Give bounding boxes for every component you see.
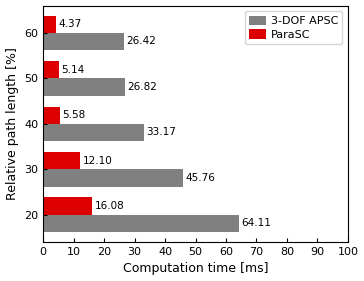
X-axis label: Computation time [ms]: Computation time [ms] [123, 262, 268, 275]
Text: 45.76: 45.76 [185, 173, 215, 183]
Bar [43, 124, 144, 141]
Bar [43, 169, 183, 187]
Bar [43, 33, 124, 50]
Text: 5.14: 5.14 [61, 65, 84, 75]
Bar [43, 215, 238, 232]
Text: 64.11: 64.11 [241, 218, 271, 228]
Text: 26.42: 26.42 [126, 37, 156, 46]
Legend: 3-DOF APSC, ParaSC: 3-DOF APSC, ParaSC [245, 11, 343, 44]
Text: 12.10: 12.10 [82, 156, 112, 166]
Bar [43, 15, 56, 33]
Bar [43, 61, 59, 78]
Text: 33.17: 33.17 [147, 127, 177, 137]
Y-axis label: Relative path length [%]: Relative path length [%] [5, 47, 19, 200]
Bar [43, 152, 80, 169]
Text: 5.58: 5.58 [63, 110, 86, 120]
Bar [43, 106, 60, 124]
Text: 16.08: 16.08 [95, 201, 124, 211]
Bar [43, 198, 92, 215]
Text: 4.37: 4.37 [59, 19, 82, 29]
Bar [43, 78, 125, 96]
Text: 26.82: 26.82 [127, 82, 157, 92]
